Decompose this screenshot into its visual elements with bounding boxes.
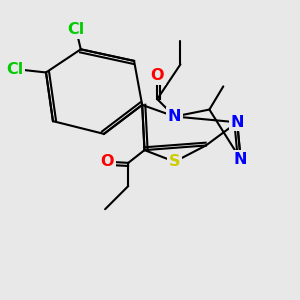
- Text: Cl: Cl: [6, 61, 23, 76]
- Text: O: O: [151, 68, 164, 83]
- Text: O: O: [101, 154, 114, 169]
- Text: N: N: [234, 152, 247, 167]
- Text: N: N: [168, 109, 182, 124]
- Text: N: N: [230, 115, 244, 130]
- Text: S: S: [169, 154, 180, 169]
- Text: Cl: Cl: [68, 22, 85, 37]
